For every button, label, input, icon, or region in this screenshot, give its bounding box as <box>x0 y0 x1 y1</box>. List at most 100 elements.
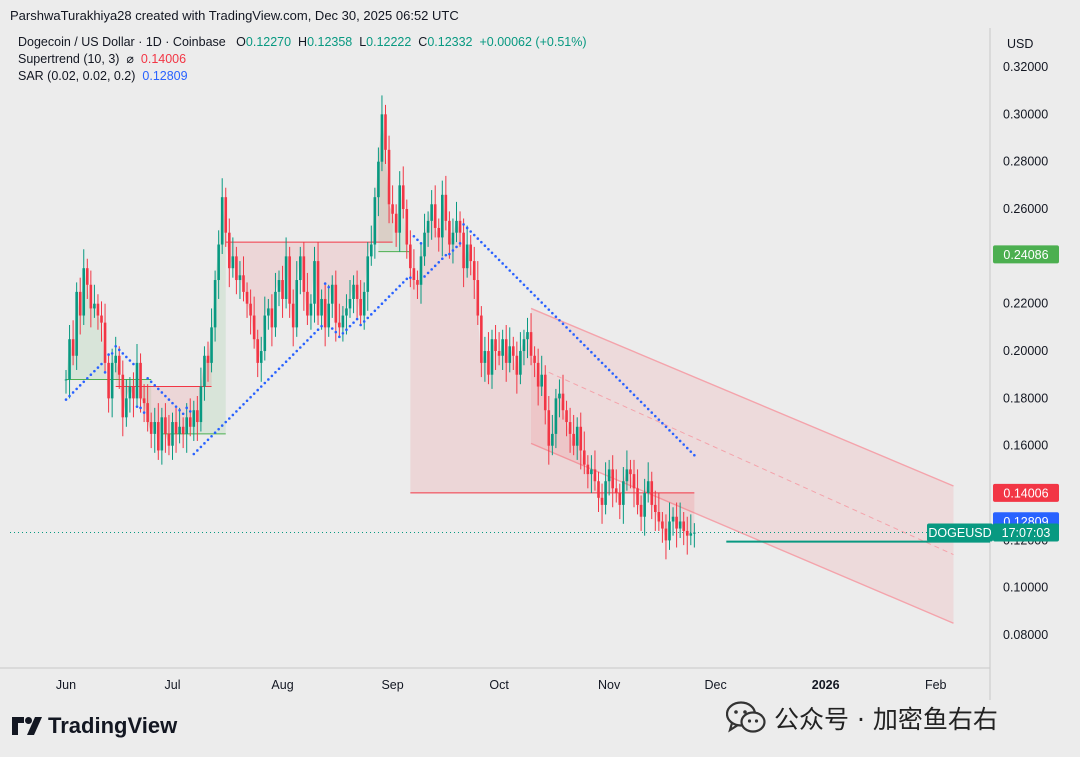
candle-body[interactable] <box>462 232 465 269</box>
candle-body[interactable] <box>387 149 391 205</box>
candle-body[interactable] <box>220 197 224 245</box>
candle-body[interactable] <box>579 426 583 451</box>
candle-body[interactable] <box>622 481 625 505</box>
candle-body[interactable] <box>639 504 643 517</box>
candle-body[interactable] <box>583 450 586 465</box>
candle-body[interactable] <box>654 504 657 512</box>
candle-body[interactable] <box>384 114 387 150</box>
candle-body[interactable] <box>153 422 157 434</box>
candle-body[interactable] <box>646 481 650 494</box>
candle-body[interactable] <box>89 284 93 309</box>
candle-body[interactable] <box>604 481 607 505</box>
candle-body[interactable] <box>267 308 270 316</box>
candle-body[interactable] <box>71 339 75 356</box>
candle-body[interactable] <box>409 244 412 269</box>
candle-body[interactable] <box>469 244 472 262</box>
candle-body[interactable] <box>78 291 82 316</box>
candle-body[interactable] <box>338 322 341 328</box>
candle-body[interactable] <box>238 275 242 281</box>
candle-body[interactable] <box>483 351 487 363</box>
candle-body[interactable] <box>455 220 458 233</box>
candle-body[interactable] <box>458 220 462 233</box>
candle-body[interactable] <box>100 315 103 323</box>
candle-body[interactable] <box>693 532 696 534</box>
candle-body[interactable] <box>671 516 675 522</box>
candle-body[interactable] <box>249 303 252 316</box>
candle-body[interactable] <box>565 410 568 423</box>
symbol-tag[interactable] <box>927 523 993 542</box>
candle-body[interactable] <box>593 469 597 482</box>
candle-body[interactable] <box>590 469 593 475</box>
candle-body[interactable] <box>355 284 359 299</box>
candle-body[interactable] <box>245 291 249 304</box>
candle-body[interactable] <box>437 227 441 238</box>
candle-body[interactable] <box>661 521 664 529</box>
candle-body[interactable] <box>320 298 323 316</box>
candle-body[interactable] <box>508 346 512 363</box>
candle-body[interactable] <box>650 481 654 505</box>
price-tag-level[interactable] <box>993 245 1059 264</box>
candle-body[interactable] <box>568 422 572 434</box>
candle-body[interactable] <box>203 355 206 387</box>
plot-area[interactable] <box>10 28 990 668</box>
candle-body[interactable] <box>174 422 178 434</box>
candle-body[interactable] <box>515 355 519 375</box>
candle-body[interactable] <box>235 256 238 281</box>
candle-body[interactable] <box>451 232 455 245</box>
candle-body[interactable] <box>497 351 501 356</box>
candle-body[interactable] <box>629 469 632 475</box>
candle-body[interactable] <box>412 268 416 281</box>
candle-body[interactable] <box>64 379 68 381</box>
candle-body[interactable] <box>405 209 409 245</box>
candle-body[interactable] <box>494 339 497 352</box>
candle-body[interactable] <box>543 374 547 411</box>
price-tag-supertrend[interactable] <box>993 483 1059 502</box>
candle-body[interactable] <box>529 332 533 356</box>
candle-body[interactable] <box>625 469 629 482</box>
candle-body[interactable] <box>682 521 685 531</box>
currency-label[interactable]: USD <box>1007 37 1033 51</box>
candle-body[interactable] <box>288 256 291 304</box>
legend-supertrend-row[interactable]: Supertrend (10, 3) ⌀ 0.14006 <box>18 51 587 68</box>
candle-body[interactable] <box>416 280 419 285</box>
candle-body[interactable] <box>526 332 529 340</box>
candle-body[interactable] <box>359 298 362 316</box>
candle-body[interactable] <box>522 339 526 352</box>
candle-body[interactable] <box>117 355 121 375</box>
candle-body[interactable] <box>362 291 366 316</box>
candle-body[interactable] <box>448 220 451 245</box>
channel-upper-line[interactable] <box>530 307 954 487</box>
candle-body[interactable] <box>114 355 117 363</box>
candle-body[interactable] <box>472 261 476 281</box>
price-tag-last[interactable] <box>993 523 1059 542</box>
candle-body[interactable] <box>128 386 132 399</box>
candle-body[interactable] <box>391 204 394 214</box>
candle-body[interactable] <box>664 528 668 541</box>
candle-body[interactable] <box>171 422 174 446</box>
candle-body[interactable] <box>82 268 86 316</box>
candle-body[interactable] <box>370 244 373 257</box>
candle-body[interactable] <box>132 386 135 399</box>
candle-body[interactable] <box>302 256 306 292</box>
candle-body[interactable] <box>263 315 267 352</box>
candle-body[interactable] <box>480 315 483 363</box>
candle-body[interactable] <box>426 220 430 233</box>
candle-body[interactable] <box>295 280 299 328</box>
tradingview-logo[interactable]: TradingView <box>12 713 177 739</box>
candle-body[interactable] <box>433 204 437 228</box>
candle-body[interactable] <box>611 469 614 489</box>
candle-body[interactable] <box>377 161 380 198</box>
candle-body[interactable] <box>394 213 398 233</box>
candle-body[interactable] <box>103 322 107 363</box>
candle-body[interactable] <box>142 398 146 404</box>
candle-body[interactable] <box>685 530 689 536</box>
candle-body[interactable] <box>316 261 320 316</box>
candle-body[interactable] <box>185 417 188 434</box>
candle-body[interactable] <box>554 398 558 434</box>
candle-body[interactable] <box>490 339 494 375</box>
candle-body[interactable] <box>139 362 142 399</box>
candle-body[interactable] <box>561 393 565 411</box>
candle-body[interactable] <box>636 488 639 505</box>
candle-body[interactable] <box>259 351 263 363</box>
